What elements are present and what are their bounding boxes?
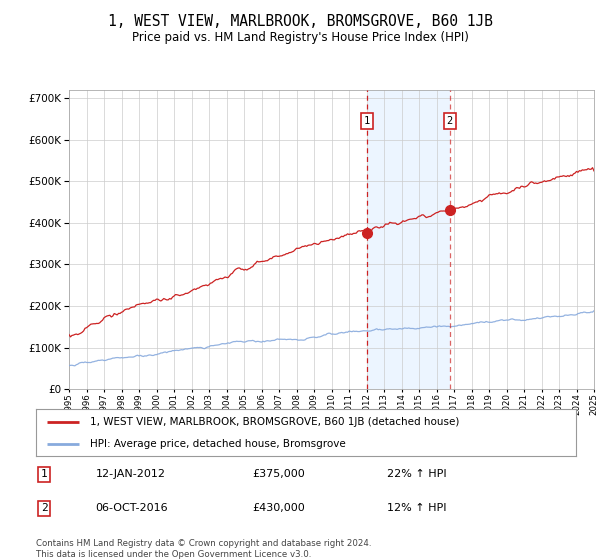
Text: 06-OCT-2016: 06-OCT-2016	[95, 503, 168, 514]
Text: This data is licensed under the Open Government Licence v3.0.: This data is licensed under the Open Gov…	[36, 550, 311, 559]
Text: Contains HM Land Registry data © Crown copyright and database right 2024.: Contains HM Land Registry data © Crown c…	[36, 539, 371, 548]
Text: 1, WEST VIEW, MARLBROOK, BROMSGROVE, B60 1JB: 1, WEST VIEW, MARLBROOK, BROMSGROVE, B60…	[107, 14, 493, 29]
Text: 1: 1	[364, 116, 370, 126]
Text: £375,000: £375,000	[252, 469, 305, 479]
Text: HPI: Average price, detached house, Bromsgrove: HPI: Average price, detached house, Brom…	[90, 438, 346, 449]
Text: Price paid vs. HM Land Registry's House Price Index (HPI): Price paid vs. HM Land Registry's House …	[131, 31, 469, 44]
Text: £430,000: £430,000	[252, 503, 305, 514]
Text: 12-JAN-2012: 12-JAN-2012	[95, 469, 166, 479]
Text: 12% ↑ HPI: 12% ↑ HPI	[387, 503, 446, 514]
Text: 1: 1	[41, 469, 47, 479]
Text: 1, WEST VIEW, MARLBROOK, BROMSGROVE, B60 1JB (detached house): 1, WEST VIEW, MARLBROOK, BROMSGROVE, B60…	[90, 417, 460, 427]
Text: 2: 2	[41, 503, 47, 514]
Text: 2: 2	[446, 116, 453, 126]
Text: 22% ↑ HPI: 22% ↑ HPI	[387, 469, 446, 479]
